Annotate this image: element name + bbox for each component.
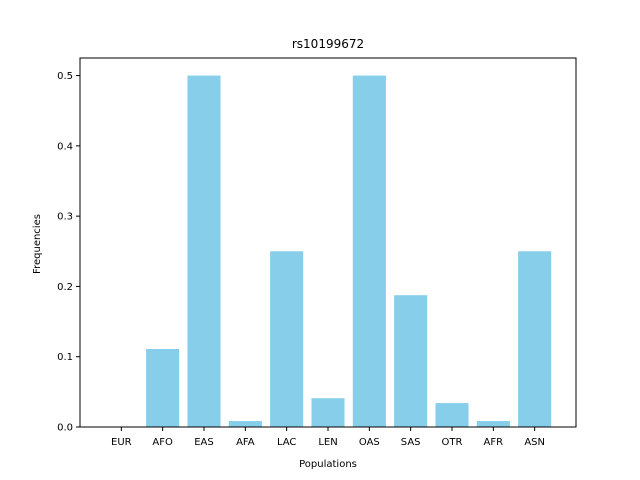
y-tick-label: 0.5 (57, 71, 73, 82)
bar-afa (228, 421, 262, 427)
bar-sas (394, 295, 428, 427)
x-tick-label: ASN (524, 437, 545, 448)
y-axis-ticks: 0.0 0.1 0.2 0.3 0.4 0.5 (57, 71, 80, 434)
bar-len (311, 398, 345, 427)
bar-otr (435, 403, 469, 427)
x-tick-label: EUR (111, 437, 132, 448)
x-tick-label: AFO (152, 437, 173, 448)
x-axis-ticks: EUR AFO EAS AFA LAC LEN OAS SAS OTR AFR ASN (111, 427, 545, 448)
bar-lac (270, 251, 304, 427)
bar-afr (476, 421, 510, 427)
x-tick-label: AFR (484, 437, 504, 448)
bar-afo (146, 348, 180, 427)
y-tick-label: 0.2 (57, 282, 73, 293)
chart-title: rs10199672 (292, 37, 364, 51)
y-tick-label: 0.4 (57, 141, 73, 152)
y-tick-label: 0.3 (57, 212, 73, 223)
bars-group (146, 75, 552, 428)
x-tick-label: OAS (359, 437, 380, 448)
x-tick-label: OTR (442, 437, 463, 448)
bar-oas (352, 75, 386, 428)
x-tick-label: EAS (194, 437, 214, 448)
x-axis-label: Populations (299, 459, 357, 470)
x-tick-label: AFA (236, 437, 255, 448)
plot-frame (79, 57, 577, 428)
x-tick-label: LEN (318, 437, 337, 448)
y-axis-label: Frequencies (32, 214, 43, 274)
y-tick-label: 0.1 (57, 352, 73, 363)
y-tick-label: 0.0 (57, 423, 73, 434)
bar-eas (187, 75, 221, 428)
x-tick-label: SAS (401, 437, 421, 448)
x-tick-label: LAC (277, 437, 296, 448)
bar-asn (518, 251, 552, 427)
